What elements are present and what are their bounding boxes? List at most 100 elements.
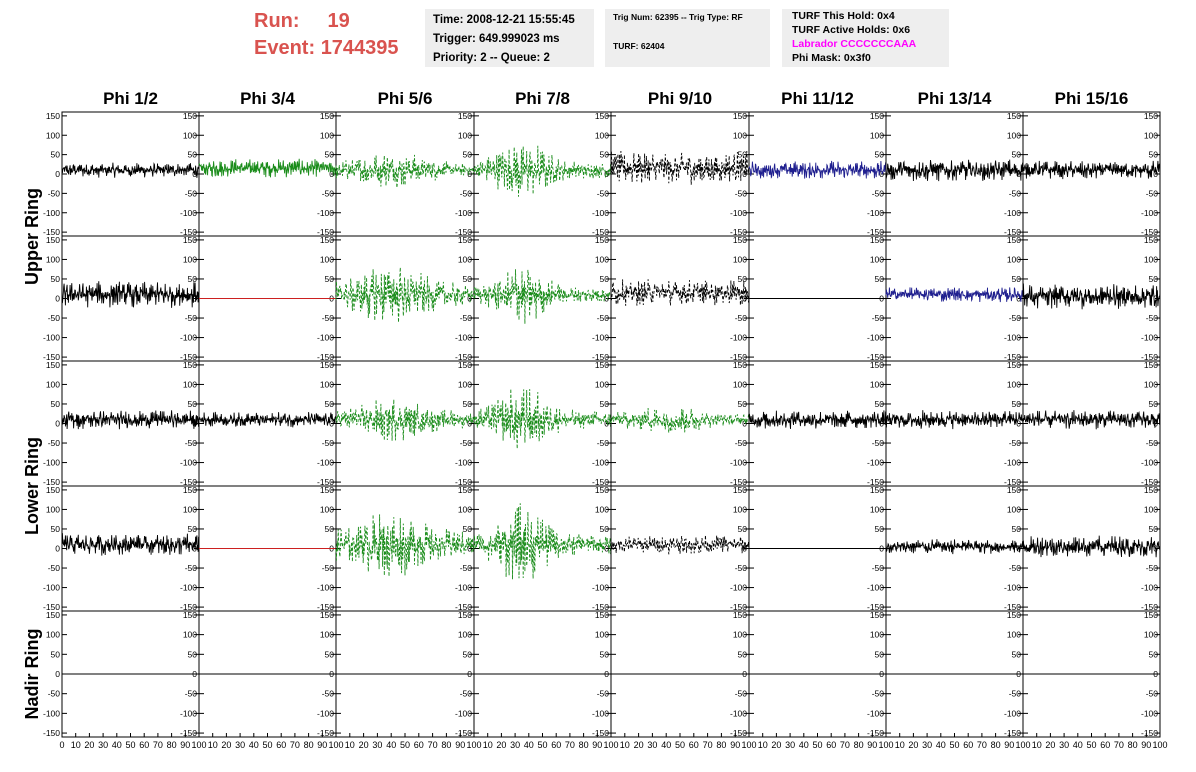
- y-tick-label: -50: [1146, 313, 1159, 323]
- y-tick-label: 50: [463, 524, 473, 534]
- x-tick-label: 90: [1141, 740, 1151, 750]
- x-tick-label: 80: [1128, 740, 1138, 750]
- y-tick-label: -100: [1004, 208, 1021, 218]
- x-tick-label: 80: [304, 740, 314, 750]
- row-label: Upper Ring: [22, 188, 42, 285]
- y-tick-label: -150: [317, 227, 334, 237]
- y-tick-label: -100: [455, 583, 472, 593]
- x-tick-label: 50: [537, 740, 547, 750]
- x-tick-label: 70: [977, 740, 987, 750]
- y-tick-label: 50: [51, 524, 61, 534]
- trig-num-text: Trig Num: 62395 -- Trig Type: RF: [613, 12, 743, 22]
- y-tick-label: 50: [875, 150, 885, 160]
- x-tick-label: 60: [551, 740, 561, 750]
- y-tick-label: 100: [870, 130, 884, 140]
- y-tick-label: -150: [730, 477, 747, 487]
- row-label: Lower Ring: [22, 437, 42, 535]
- y-tick-label: 50: [463, 150, 473, 160]
- x-tick-label: 0: [59, 740, 64, 750]
- phi-mask-text: Phi Mask: 0x3f0: [792, 52, 871, 64]
- y-tick-label: 50: [738, 649, 748, 659]
- y-tick-label: 150: [595, 485, 609, 495]
- y-tick-label: 50: [1012, 274, 1022, 284]
- y-tick-label: 100: [183, 130, 197, 140]
- y-tick-label: -50: [597, 313, 610, 323]
- waveform-trace: [473, 269, 612, 324]
- y-tick-label: -100: [730, 458, 747, 468]
- run-label: Run:: [254, 10, 300, 32]
- x-tick-label: 10: [208, 740, 218, 750]
- y-tick-label: 150: [1007, 610, 1021, 620]
- y-tick-label: 100: [1144, 130, 1158, 140]
- x-tick-label: 50: [949, 740, 959, 750]
- y-tick-label: 50: [188, 399, 198, 409]
- x-tick-label: 40: [249, 740, 259, 750]
- y-tick-label: 0: [55, 169, 60, 179]
- y-tick-label: -150: [1004, 352, 1021, 362]
- y-tick-label: 100: [320, 504, 334, 514]
- x-tick-label: 90: [730, 740, 740, 750]
- y-tick-label: -150: [592, 728, 609, 738]
- y-tick-label: -150: [180, 227, 197, 237]
- y-tick-label: 100: [1007, 130, 1021, 140]
- y-tick-label: 150: [595, 610, 609, 620]
- y-tick-label: 50: [51, 399, 61, 409]
- y-tick-label: 50: [325, 274, 335, 284]
- y-tick-label: -150: [1004, 477, 1021, 487]
- waveform-trace: [473, 503, 612, 580]
- labrador-text: Labrador CCCCCCCAAA: [792, 38, 917, 50]
- y-tick-label: 150: [46, 235, 60, 245]
- y-tick-label: 0: [1016, 169, 1021, 179]
- y-tick-label: -50: [460, 313, 473, 323]
- y-tick-label: 100: [320, 630, 334, 640]
- y-tick-label: 0: [1016, 294, 1021, 304]
- y-tick-label: 100: [46, 630, 60, 640]
- y-tick-label: 50: [463, 649, 473, 659]
- y-tick-label: 150: [870, 235, 884, 245]
- x-tick-label: 30: [647, 740, 657, 750]
- waveform-trace: [61, 533, 200, 556]
- y-tick-label: -50: [872, 563, 885, 573]
- turf-text: TURF: 62404: [613, 41, 665, 51]
- x-tick-label: 10: [758, 740, 768, 750]
- y-tick-label: 100: [870, 379, 884, 389]
- y-tick-label: -150: [1004, 602, 1021, 612]
- y-tick-label: 50: [738, 150, 748, 160]
- x-tick-label: 90: [317, 740, 327, 750]
- x-tick-label: 70: [428, 740, 438, 750]
- y-tick-label: -100: [867, 333, 884, 343]
- y-tick-label: -50: [460, 563, 473, 573]
- y-tick-label: -150: [180, 352, 197, 362]
- y-tick-label: 150: [733, 485, 747, 495]
- row-label: Nadir Ring: [22, 628, 42, 719]
- turf-info-box: TURF This Hold: 0x4 TURF Active Holds: 0…: [782, 9, 949, 67]
- x-tick-label: 20: [634, 740, 644, 750]
- y-tick-label: 50: [51, 649, 61, 659]
- y-tick-label: 150: [733, 235, 747, 245]
- y-tick-label: 150: [458, 485, 472, 495]
- y-tick-label: -100: [1004, 458, 1021, 468]
- y-tick-label: -50: [872, 188, 885, 198]
- x-tick-label: 20: [84, 740, 94, 750]
- y-tick-label: 150: [733, 360, 747, 370]
- y-tick-label: 100: [183, 630, 197, 640]
- x-tick-label: 10: [71, 740, 81, 750]
- y-tick-label: 0: [879, 419, 884, 429]
- y-tick-label: -100: [455, 708, 472, 718]
- y-tick-label: 100: [1007, 630, 1021, 640]
- y-tick-label: -100: [180, 708, 197, 718]
- y-tick-label: -100: [180, 458, 197, 468]
- waveform-trace: [748, 160, 887, 179]
- y-tick-label: -50: [1009, 313, 1022, 323]
- y-tick-label: -50: [597, 438, 610, 448]
- y-tick-label: -50: [597, 689, 610, 699]
- x-tick-label: 80: [441, 740, 451, 750]
- y-tick-label: -150: [730, 227, 747, 237]
- column-header: Phi 9/10: [648, 89, 712, 108]
- y-tick-label: 150: [46, 111, 60, 121]
- y-tick-label: -150: [730, 352, 747, 362]
- x-tick-label: 70: [290, 740, 300, 750]
- y-tick-label: -50: [735, 689, 748, 699]
- y-tick-label: 100: [458, 504, 472, 514]
- y-tick-label: -150: [592, 477, 609, 487]
